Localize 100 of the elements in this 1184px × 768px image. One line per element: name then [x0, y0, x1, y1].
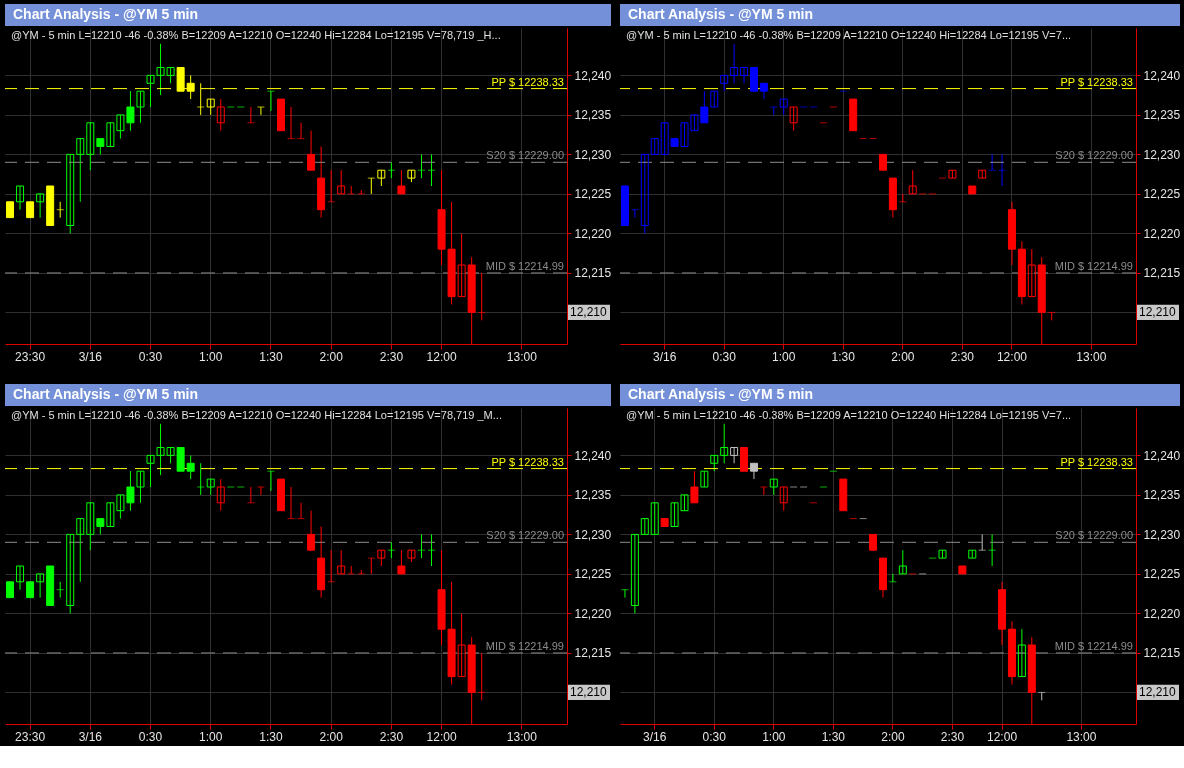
candlestick: [66, 533, 75, 614]
ref-line-label: MID $ 12214.99: [1054, 639, 1133, 652]
candlestick: [337, 549, 346, 575]
candlestick: [630, 533, 639, 614]
y-tick-label: 12,225: [574, 567, 612, 582]
x-tick-label: 2:00: [891, 349, 915, 364]
x-tick-label: 0:30: [138, 349, 163, 364]
y-tick-label: 12,220: [1143, 606, 1181, 621]
ref-line-label: MID $ 12214.99: [1054, 259, 1133, 272]
y-tick-label: 12,220: [574, 606, 612, 621]
candlestick: [66, 153, 75, 234]
y-tick-label: 12,225: [1143, 567, 1181, 582]
x-tick-label: 1:00: [199, 729, 223, 744]
candlestick: [720, 423, 729, 464]
y-tick-label: 12,240: [1143, 448, 1181, 463]
ref-line-label: S20 $ 12229.00: [1055, 529, 1133, 542]
x-tick-label: 3/16: [78, 729, 103, 744]
candlestick: [247, 486, 255, 504]
candlestick: [978, 533, 986, 551]
ref-line-label: MID $ 12214.99: [485, 639, 564, 652]
annotation: 12,210: [1139, 685, 1177, 700]
y-tick-label: 12,215: [1143, 266, 1181, 281]
x-tick-label: 2:00: [881, 729, 905, 744]
candlestick: [428, 153, 436, 187]
candlestick: [397, 169, 406, 195]
chart-title: Chart Analysis - @YM 5 min: [628, 6, 814, 22]
ref-line-label: PP $ 12238.33: [1060, 75, 1133, 88]
chart-subtitle: @YM - 5 min L=12210 -46 -0.38% B=12209 A=12210 O=12240 Hi=12284 Lo=12195 V=7...: [626, 29, 1072, 41]
y-tick-label: 12,235: [574, 488, 612, 503]
x-tick-label: 1:30: [831, 349, 856, 364]
candlestick: [56, 201, 64, 219]
candlestick: [257, 106, 265, 116]
candlestick: [367, 177, 375, 195]
y-tick-label: 12,230: [574, 147, 612, 162]
candlestick: [1017, 628, 1026, 678]
ref-line-label: MID $ 12214.99: [485, 259, 564, 272]
y-tick-label: 12,240: [574, 68, 612, 83]
x-tick-label: 2:00: [319, 349, 344, 364]
candlestick: [779, 486, 788, 512]
x-tick-label: 3/16: [652, 349, 677, 364]
candlestick: [789, 106, 798, 132]
ref-line-label: S20 $ 12229.00: [1055, 149, 1133, 162]
candlestick: [908, 169, 917, 195]
candlestick: [387, 161, 395, 179]
candlestick: [988, 533, 996, 567]
candlestick: [367, 557, 375, 575]
candlestick: [36, 193, 45, 219]
x-tick-label: 12:00: [426, 729, 457, 744]
x-tick-label: 1:30: [821, 729, 846, 744]
candlestick: [998, 153, 1006, 187]
y-tick-label: 12,220: [574, 226, 612, 241]
annotation: 12,210: [1139, 305, 1177, 320]
candlestick: [287, 486, 295, 520]
candlestick: [86, 122, 95, 171]
x-tick-label: 13:00: [506, 349, 538, 364]
y-tick-label: 12,240: [574, 448, 612, 463]
candlestick: [216, 98, 225, 132]
candlestick: [760, 486, 768, 496]
chart-title: Chart Analysis - @YM 5 min: [13, 386, 199, 402]
candlestick: [327, 169, 335, 203]
x-tick-label: 0:30: [702, 729, 727, 744]
candlestick: [327, 549, 335, 583]
candlestick: [690, 470, 699, 504]
y-tick-label: 12,235: [574, 108, 612, 123]
y-tick-label: 12,230: [1143, 147, 1181, 162]
y-tick-label: 12,225: [574, 187, 612, 202]
candlestick: [247, 106, 255, 124]
x-tick-label: 2:30: [379, 349, 404, 364]
candlestick: [988, 153, 996, 171]
candlestick: [36, 573, 45, 599]
annotation: 12,210: [570, 685, 608, 700]
candlestick: [740, 67, 749, 84]
candlestick: [417, 153, 425, 179]
candlestick: [749, 67, 758, 92]
candlestick: [640, 518, 649, 535]
x-tick-label: 12:00: [996, 349, 1028, 364]
candlestick: [730, 447, 739, 464]
x-tick-label: 13:00: [1066, 729, 1097, 744]
candlestick: [898, 549, 907, 575]
candlestick: [397, 549, 406, 575]
candlestick: [387, 541, 395, 559]
candlestick: [478, 652, 486, 701]
chart-subtitle: @YM - 5 min L=12210 -46 -0.38% B=12209 A=12210 O=12240 Hi=12284 Lo=12195 V=7...: [626, 409, 1072, 421]
candlestick: [76, 518, 85, 583]
candlestick: [307, 130, 316, 171]
candlestick: [640, 153, 649, 234]
ref-line-label: PP $ 12238.33: [491, 455, 564, 468]
candlestick: [186, 454, 195, 480]
x-tick-label: 12:00: [987, 729, 1018, 744]
chart-title: Chart Analysis - @YM 5 min: [13, 6, 199, 22]
candlestick: [197, 462, 205, 496]
chart-title: Chart Analysis - @YM 5 min: [628, 386, 814, 402]
x-tick-label: 12:00: [426, 349, 457, 364]
candlestick: [428, 533, 436, 567]
candlestick: [297, 502, 305, 520]
chart-subtitle: @YM - 5 min L=12210 -46 -0.38% B=12209 A=12210 O=12240 Hi=12284 Lo=12195 V=78,719 _M...: [11, 409, 502, 421]
candlestick: [417, 533, 425, 559]
candlestick: [337, 169, 346, 195]
x-tick-label: 23:30: [15, 349, 46, 364]
candlestick: [56, 581, 64, 599]
